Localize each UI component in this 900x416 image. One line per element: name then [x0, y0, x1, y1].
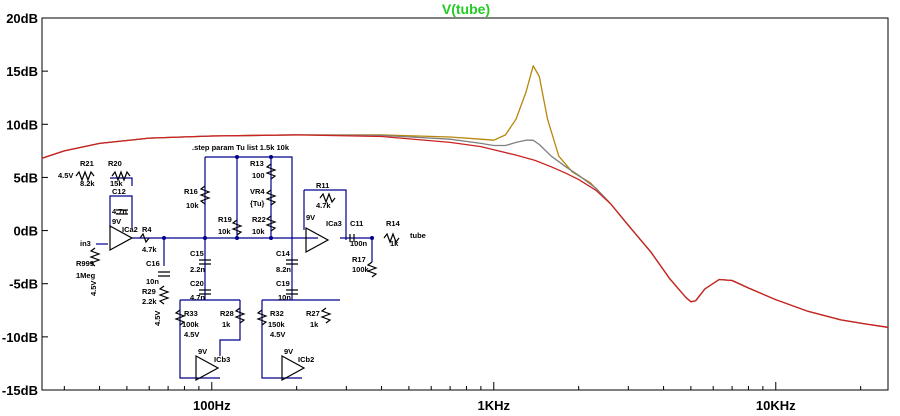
svg-text:R21: R21: [80, 159, 94, 168]
y-tick-label: -10dB: [2, 330, 38, 345]
svg-text:1k: 1k: [222, 320, 231, 329]
svg-text:2.2n: 2.2n: [190, 265, 205, 274]
y-tick-label: -5dB: [9, 277, 38, 292]
svg-text:in3: in3: [80, 239, 91, 248]
x-tick-label: 10KHz: [756, 398, 796, 413]
svg-text:R999: R999: [76, 259, 94, 268]
y-tick-label: 15dB: [6, 64, 38, 79]
svg-text:4.7k: 4.7k: [142, 245, 157, 254]
svg-text:10k: 10k: [186, 201, 199, 210]
svg-text:C16: C16: [146, 259, 160, 268]
svg-text:10n: 10n: [278, 293, 291, 302]
svg-text:C19: C19: [276, 279, 290, 288]
svg-text:4.7n: 4.7n: [112, 207, 127, 216]
svg-text:4.7n: 4.7n: [190, 293, 205, 302]
svg-text:15k: 15k: [110, 179, 123, 188]
y-tick-label: 5dB: [13, 170, 38, 185]
svg-text:ICb2: ICb2: [298, 355, 314, 364]
svg-text:.step param Tu list 1.5k 10k: .step param Tu list 1.5k 10k: [192, 143, 290, 152]
svg-text:R19: R19: [218, 215, 232, 224]
svg-text:9V: 9V: [306, 213, 315, 222]
plot-frame: [41, 17, 889, 391]
schematic-wires: [96, 156, 373, 379]
svg-text:R4: R4: [142, 225, 152, 234]
svg-text:4.5V: 4.5V: [58, 171, 73, 180]
svg-text:R28: R28: [220, 309, 234, 318]
svg-text:4.5V: 4.5V: [89, 281, 98, 296]
y-tick-label: 0dB: [13, 224, 38, 239]
svg-text:R32: R32: [270, 309, 284, 318]
chart-title: V(tube): [442, 1, 490, 17]
schematic-parts: [75, 163, 400, 382]
svg-text:100n: 100n: [350, 239, 368, 248]
svg-text:R13: R13: [250, 159, 264, 168]
svg-text:10k: 10k: [218, 227, 231, 236]
svg-text:{Tu}: {Tu}: [250, 199, 265, 208]
svg-text:150k: 150k: [268, 320, 286, 329]
series-line-1: [41, 65, 889, 328]
y-tick-label: 10dB: [6, 117, 38, 132]
svg-text:100: 100: [252, 171, 265, 180]
svg-text:R33: R33: [184, 309, 198, 318]
svg-text:1k: 1k: [310, 320, 319, 329]
svg-text:R27: R27: [306, 309, 320, 318]
svg-text:R29: R29: [142, 287, 156, 296]
svg-text:4.5V: 4.5V: [184, 330, 199, 339]
svg-text:VR4: VR4: [250, 187, 265, 196]
svg-text:C11: C11: [350, 219, 363, 228]
svg-text:ICa2: ICa2: [122, 225, 138, 234]
svg-text:R11: R11: [316, 181, 329, 190]
x-tick-label: 1KHz: [478, 398, 511, 413]
svg-text:10k: 10k: [252, 227, 265, 236]
svg-text:tube: tube: [410, 231, 426, 240]
axis-ticks: 20dB 15dB 10dB 5dB 0dB -5dB -10dB -15dB 100Hz 1KH…: [2, 11, 862, 413]
svg-text:R14: R14: [386, 219, 401, 228]
svg-text:ICa3: ICa3: [326, 219, 342, 228]
series-line-3: [41, 134, 889, 328]
svg-text:1k: 1k: [390, 239, 399, 248]
svg-text:4.7k: 4.7k: [316, 201, 331, 210]
svg-text:100k: 100k: [182, 320, 200, 329]
svg-text:100k: 100k: [352, 265, 370, 274]
svg-text:10n: 10n: [146, 277, 159, 286]
circuit-schematic: .step param Tu list 1.5k 10k R21 4.5V 8.…: [58, 143, 426, 382]
y-tick-label: -15dB: [2, 383, 38, 398]
svg-text:4.5V: 4.5V: [270, 330, 285, 339]
schematic-junctions: [162, 155, 374, 240]
y-tick-label: 20dB: [6, 11, 38, 26]
svg-text:9V: 9V: [198, 347, 207, 356]
svg-text:1Meg: 1Meg: [76, 271, 96, 280]
svg-text:8.2k: 8.2k: [80, 179, 95, 188]
svg-text:R17: R17: [352, 255, 366, 264]
svg-text:C12: C12: [112, 187, 126, 196]
svg-text:4.5V: 4.5V: [153, 311, 162, 326]
svg-text:C15: C15: [190, 249, 204, 258]
svg-text:9V: 9V: [284, 347, 293, 356]
svg-text:C14: C14: [276, 249, 291, 258]
svg-text:9V: 9V: [112, 217, 121, 226]
series-line-2: [41, 134, 889, 328]
svg-text:R16: R16: [184, 187, 198, 196]
svg-text:ICb3: ICb3: [214, 355, 230, 364]
svg-text:C20: C20: [190, 279, 204, 288]
svg-text:R22: R22: [252, 215, 266, 224]
x-tick-label: 100Hz: [193, 398, 231, 413]
series-layer: [41, 65, 889, 328]
svg-text:2.2k: 2.2k: [142, 297, 157, 306]
schematic-labels: .step param Tu list 1.5k 10k R21 4.5V 8.…: [58, 143, 426, 364]
svg-text:8.2n: 8.2n: [276, 265, 291, 274]
svg-text:R20: R20: [108, 159, 122, 168]
